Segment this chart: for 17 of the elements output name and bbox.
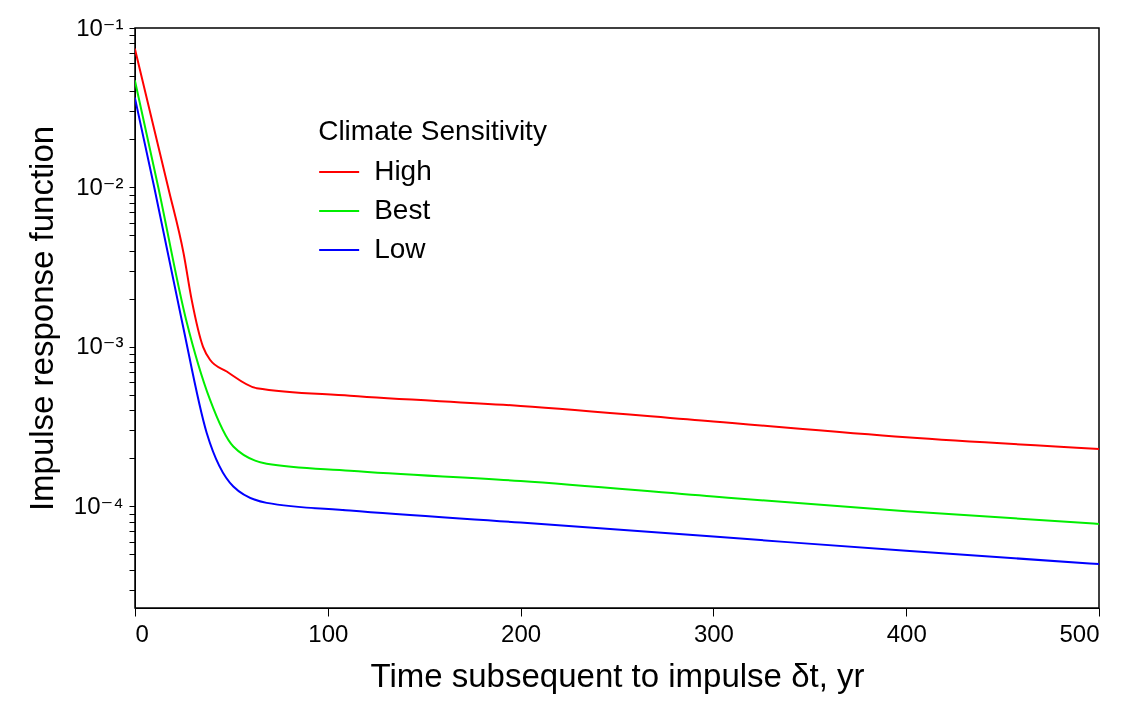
x-axis-title: Time subsequent to impulse δt, yr (370, 656, 865, 694)
y-tick-label: 10⁻¹ (76, 13, 124, 41)
x-tick-label: 400 (886, 619, 927, 647)
legend-title: Climate Sensitivity (318, 115, 547, 146)
y-tick-label: 10⁻³ (76, 332, 124, 360)
y-axis-title: Impulse response function (22, 125, 60, 512)
line-series (135, 48, 1099, 450)
legend-label: Best (374, 194, 431, 225)
x-tick-label: 0 (135, 619, 149, 647)
x-tick-label: 300 (693, 619, 734, 647)
x-tick-label: 500 (1059, 619, 1100, 647)
y-tick-label: 10⁻⁴ (73, 491, 124, 519)
x-tick-label: 200 (501, 619, 542, 647)
x-tick-label: 100 (308, 619, 349, 647)
y-tick-label: 10⁻² (76, 172, 124, 200)
legend-label: Low (374, 233, 427, 264)
legend-label: High (374, 155, 432, 186)
